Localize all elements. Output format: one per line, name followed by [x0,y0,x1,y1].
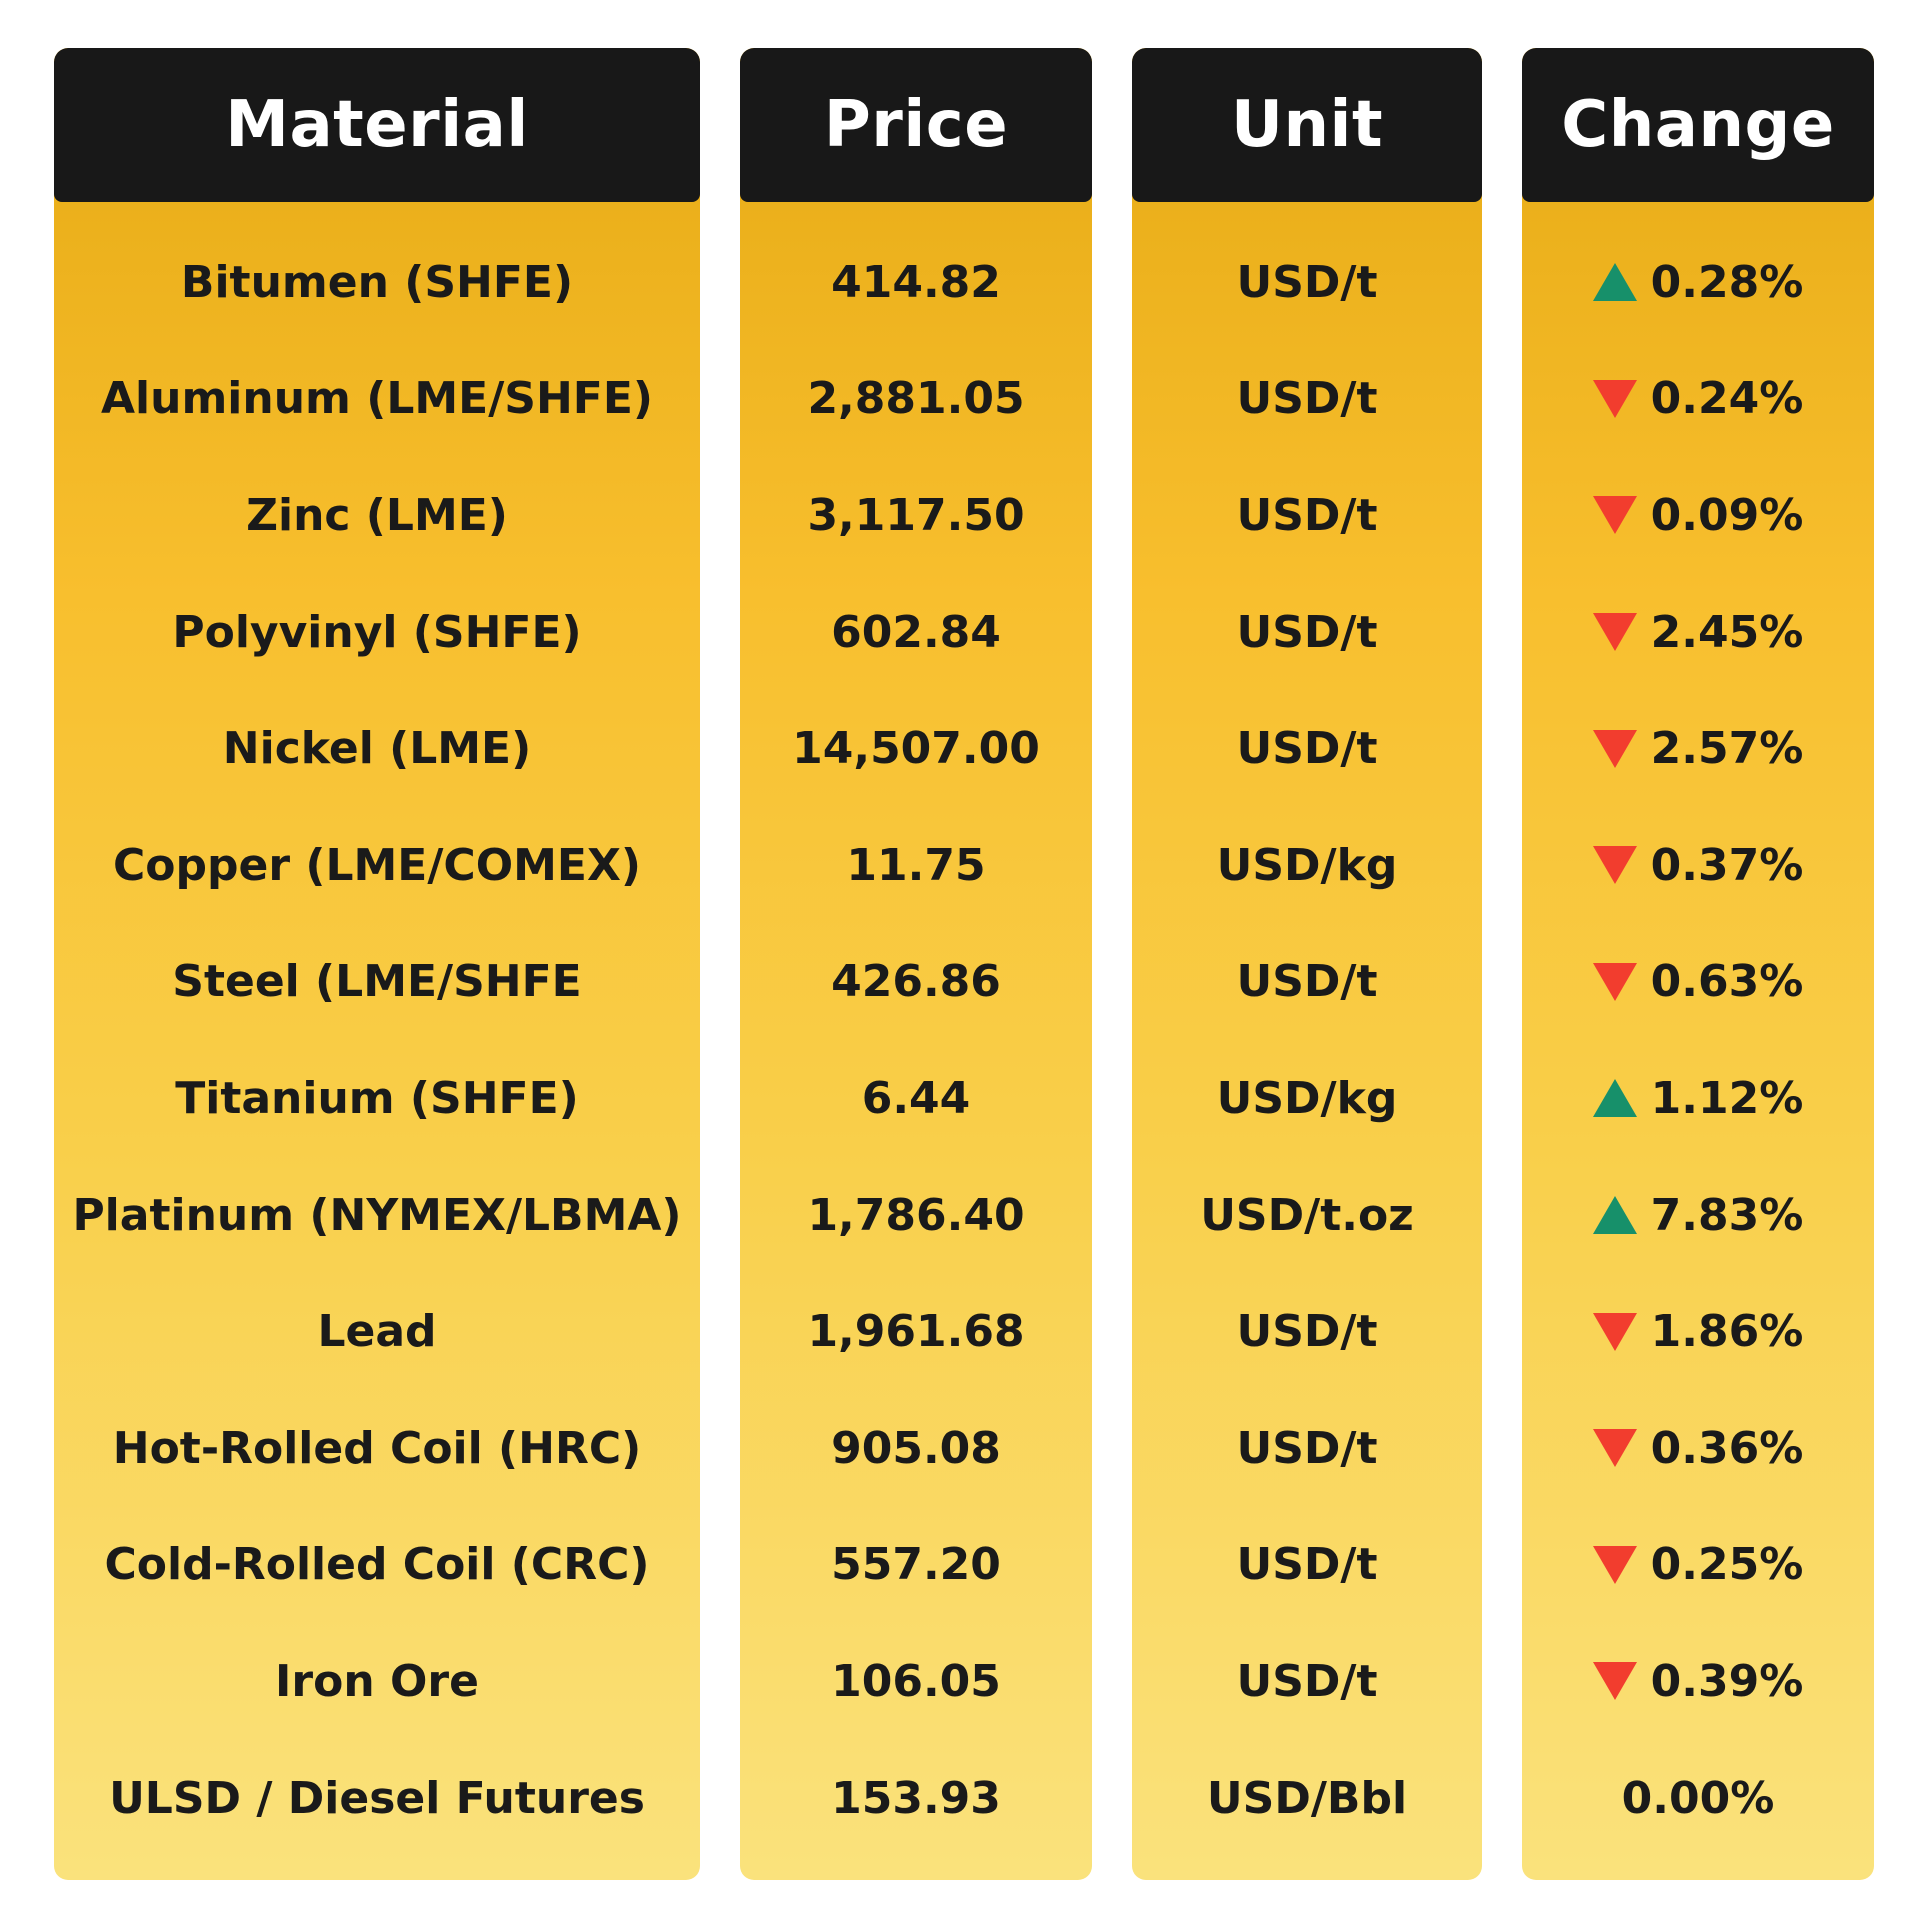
unit-cell: USD/t [1236,606,1378,658]
price-cell: 106.05 [831,1655,1001,1707]
arrow-down-icon [1592,846,1637,885]
price-cell: 11.75 [846,839,986,891]
price-cell: 414.82 [831,256,1001,308]
change-cell: 2.57% [1522,690,1874,807]
material-cell: Titanium (SHFE) [175,1072,579,1124]
arrow-down-icon [1592,379,1637,418]
arrow-up-icon [1592,263,1637,302]
price-header: Price [740,48,1092,202]
price-cell: 557.20 [831,1539,1001,1591]
unit-cell: USD/t.oz [1200,1189,1414,1241]
change-cell: 0.37% [1522,807,1874,924]
material-cell: Zinc (LME) [246,489,508,541]
material-cell: Bitumen (SHFE) [180,256,574,308]
change-column: Change 0.28% 0.24% 0.09% 2.45% 2.57% 0.37% 0.6… [1522,48,1874,1880]
price-cell: 1,961.68 [807,1306,1025,1358]
unit-cell: USD/t [1236,1539,1378,1591]
unit-cell: USD/t [1236,956,1378,1008]
unit-column: Unit USD/t USD/t USD/t USD/t USD/t USD/kg USD/… [1132,48,1482,1880]
price-column: Price 414.82 2,881.05 3,117.50 602.84 14,507… [740,48,1092,1880]
arrow-down-icon [1592,613,1637,652]
arrow-down-icon [1592,729,1637,768]
price-cell: 2,881.05 [807,373,1025,425]
material-cell: ULSD / Diesel Futures [109,1772,645,1824]
arrow-down-icon [1592,1429,1637,1468]
unit-cell: USD/Bbl [1206,1772,1408,1824]
unit-cell: USD/t [1236,489,1378,541]
arrow-down-icon [1592,1312,1637,1351]
change-value: 0.63% [1650,956,1804,1008]
unit-column-body: USD/t USD/t USD/t USD/t USD/t USD/kg USD/t USD/… [1132,224,1482,1856]
unit-cell: USD/t [1236,1655,1378,1707]
material-cell: Polyvinyl (SHFE) [172,606,582,658]
change-cell: 0.28% [1522,224,1874,341]
material-cell: Platinum (NYMEX/LBMA) [72,1189,682,1241]
change-cell: 1.12% [1522,1040,1874,1157]
arrow-up-icon [1592,1079,1637,1118]
change-cell: 0.39% [1522,1623,1874,1740]
unit-cell: USD/t [1236,1422,1378,1474]
material-cell: Hot-Rolled Coil (HRC) [112,1422,642,1474]
change-cell: 0.63% [1522,924,1874,1041]
change-value: 0.00% [1621,1772,1775,1824]
material-column: Material Bitumen (SHFE) Aluminum (LME/SHF… [54,48,700,1880]
material-cell: Steel (LME/SHFE [172,956,582,1008]
price-cell: 905.08 [831,1422,1001,1474]
change-cell: 0.25% [1522,1507,1874,1624]
price-cell: 3,117.50 [807,489,1025,541]
arrow-down-icon [1592,1662,1637,1701]
material-cell: Nickel (LME) [222,723,532,775]
change-value: 2.57% [1650,723,1804,775]
material-cell: Cold-Rolled Coil (CRC) [104,1539,650,1591]
change-value: 1.12% [1650,1072,1804,1124]
change-value: 0.36% [1650,1422,1804,1474]
price-cell: 1,786.40 [807,1189,1025,1241]
change-value: 0.24% [1650,373,1804,425]
change-value: 0.39% [1650,1655,1804,1707]
price-cell: 426.86 [831,956,1001,1008]
arrow-down-icon [1592,1545,1637,1584]
change-value: 1.86% [1650,1306,1804,1358]
unit-cell: USD/t [1236,256,1378,308]
change-value: 0.09% [1650,489,1804,541]
change-cell: 2.45% [1522,574,1874,691]
arrow-down-icon [1592,496,1637,535]
change-cell: 0.09% [1522,457,1874,574]
change-cell: 1.86% [1522,1273,1874,1390]
arrow-up-icon [1592,1196,1637,1235]
change-cell: 0.24% [1522,341,1874,458]
material-header: Material [54,48,700,202]
change-column-body: 0.28% 0.24% 0.09% 2.45% 2.57% 0.37% 0.63% 1.12%… [1522,224,1874,1856]
material-cell: Copper (LME/COMEX) [113,839,641,891]
change-value: 7.83% [1650,1189,1804,1241]
material-cell: Aluminum (LME/SHFE) [101,373,653,425]
material-cell: Lead [317,1306,437,1358]
arrow-down-icon [1592,962,1637,1001]
unit-cell: USD/kg [1216,839,1398,891]
price-column-body: 414.82 2,881.05 3,117.50 602.84 14,507.00 11.… [740,224,1092,1856]
material-cell: Iron Ore [275,1655,479,1707]
unit-cell: USD/kg [1216,1072,1398,1124]
change-header: Change [1522,48,1874,202]
material-column-body: Bitumen (SHFE) Aluminum (LME/SHFE) Zinc (L… [54,224,700,1856]
price-cell: 602.84 [831,606,1001,658]
unit-header: Unit [1132,48,1482,202]
unit-cell: USD/t [1236,1306,1378,1358]
unit-cell: USD/t [1236,723,1378,775]
price-cell: 14,507.00 [792,723,1040,775]
price-cell: 153.93 [831,1772,1001,1824]
change-cell: 7.83% [1522,1157,1874,1274]
change-value: 2.45% [1650,606,1804,658]
change-value: 0.37% [1650,839,1804,891]
change-cell: 0.00% [1522,1740,1874,1857]
change-value: 0.25% [1650,1539,1804,1591]
price-cell: 6.44 [861,1072,971,1124]
change-value: 0.28% [1650,256,1804,308]
unit-cell: USD/t [1236,373,1378,425]
change-cell: 0.36% [1522,1390,1874,1507]
